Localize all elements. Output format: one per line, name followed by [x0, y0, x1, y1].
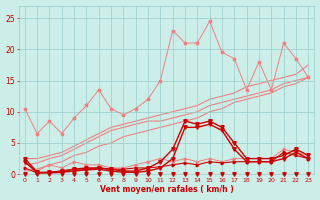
- X-axis label: Vent moyen/en rafales ( km/h ): Vent moyen/en rafales ( km/h ): [100, 185, 233, 194]
